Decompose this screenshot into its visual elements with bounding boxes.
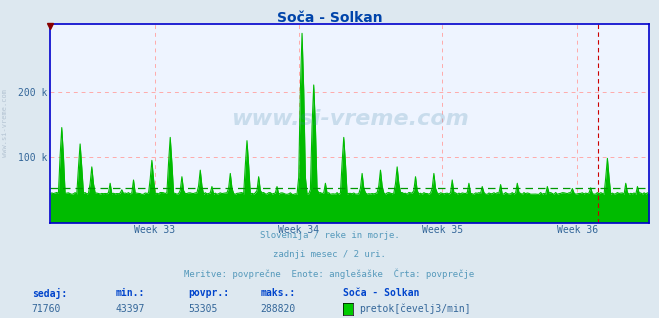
Text: pretok[čevelj3/min]: pretok[čevelj3/min] <box>359 304 471 314</box>
Text: Slovenija / reke in morje.: Slovenija / reke in morje. <box>260 231 399 239</box>
Text: zadnji mesec / 2 uri.: zadnji mesec / 2 uri. <box>273 250 386 259</box>
Text: 43397: 43397 <box>115 304 145 314</box>
Text: 71760: 71760 <box>32 304 61 314</box>
Text: 288820: 288820 <box>260 304 295 314</box>
Text: www.si-vreme.com: www.si-vreme.com <box>2 89 9 157</box>
Text: povpr.:: povpr.: <box>188 288 229 298</box>
Text: Meritve: povprečne  Enote: anglešaške  Črta: povprečje: Meritve: povprečne Enote: anglešaške Črt… <box>185 269 474 279</box>
Text: Soča - Solkan: Soča - Solkan <box>277 11 382 25</box>
Text: Soča - Solkan: Soča - Solkan <box>343 288 419 298</box>
Text: 53305: 53305 <box>188 304 217 314</box>
Text: sedaj:: sedaj: <box>32 288 67 299</box>
Text: www.si-vreme.com: www.si-vreme.com <box>231 109 469 129</box>
Text: min.:: min.: <box>115 288 145 298</box>
Text: maks.:: maks.: <box>260 288 295 298</box>
